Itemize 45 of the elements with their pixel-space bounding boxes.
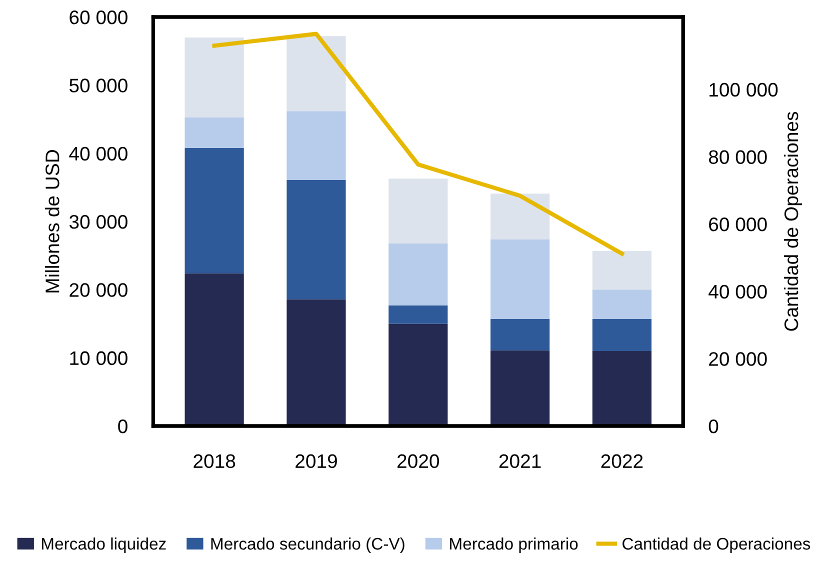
y-tick-label: 10 000 <box>70 351 128 366</box>
bar <box>184 37 244 118</box>
y-tick-label: 40 000 <box>69 146 128 161</box>
bar <box>490 194 550 240</box>
y-tick-label: 0 <box>118 419 128 434</box>
legend-label: Mercado primario <box>450 537 578 553</box>
bar <box>490 350 550 426</box>
legend-label: Mercado liquidez <box>42 537 166 553</box>
y-tick-label: 20 000 <box>70 283 128 297</box>
bar <box>592 351 652 426</box>
y2-tick-label: 0 <box>708 419 718 434</box>
y2-tick-label: 40 000 <box>708 284 767 299</box>
y2-axis-title: Cantidad de Operaciones <box>784 112 802 331</box>
bar <box>286 36 346 112</box>
bar <box>388 324 448 426</box>
y-axis-title: Millones de USD <box>45 150 60 292</box>
legend-label: Mercado secundario (C-V) <box>211 537 404 553</box>
bar <box>286 299 346 426</box>
bar <box>184 117 244 148</box>
y2-tick-label: 100 000 <box>710 82 778 97</box>
bar <box>388 178 448 244</box>
y2-tick-label: 80 000 <box>708 150 767 164</box>
y-tick-label: 50 000 <box>69 78 128 92</box>
bar <box>286 111 346 180</box>
bar <box>184 148 244 274</box>
x-tick-label: 2019 <box>296 454 337 468</box>
bar <box>592 290 652 319</box>
bar <box>184 273 244 426</box>
bar <box>592 250 652 290</box>
y-tick-label: 60 000 <box>70 10 128 24</box>
bar <box>388 305 448 324</box>
line-series <box>212 32 624 256</box>
x-tick-label: 2020 <box>397 454 440 468</box>
y2-tick-label: 60 000 <box>709 218 767 232</box>
bar <box>490 318 550 350</box>
x-tick-label: 2021 <box>499 454 541 468</box>
y2-tick-label: 20 000 <box>709 352 767 366</box>
y-tick-label: 30 000 <box>69 214 128 229</box>
legend-label: Cantidad de Operaciones <box>622 537 810 553</box>
bar <box>388 243 448 306</box>
bar <box>490 239 550 319</box>
bar <box>592 318 652 352</box>
x-tick-label: 2018 <box>194 454 236 468</box>
bar <box>286 180 346 300</box>
x-tick-label: 2022 <box>601 454 643 468</box>
